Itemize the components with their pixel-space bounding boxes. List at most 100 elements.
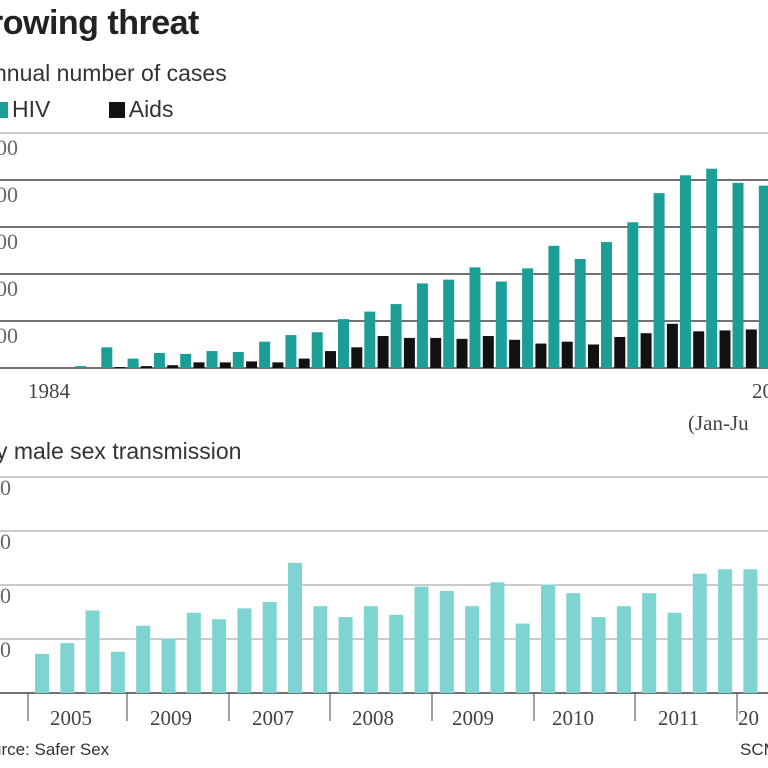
msm-bar bbox=[110, 651, 125, 693]
msm-bar bbox=[414, 586, 429, 693]
aids-bar bbox=[325, 351, 336, 368]
source-note: urce: Safer Sex bbox=[0, 740, 110, 759]
panel1-subtitle: nnual number of cases bbox=[0, 60, 227, 86]
msm-bar bbox=[616, 606, 631, 693]
hiv-bar bbox=[338, 319, 349, 368]
hiv-bar bbox=[443, 279, 455, 368]
y-tick-label: 0 bbox=[0, 637, 11, 662]
x-tick-label: 2008 bbox=[352, 706, 394, 730]
msm-bar bbox=[743, 569, 758, 693]
hiv-bar bbox=[522, 268, 534, 368]
aids-bar bbox=[588, 344, 599, 368]
y-tick-label: 00 bbox=[0, 182, 18, 207]
hiv-bar bbox=[101, 347, 113, 368]
hiv-bar bbox=[206, 351, 218, 368]
aids-bar bbox=[561, 341, 573, 368]
hiv-bar bbox=[679, 175, 691, 368]
aids-bar bbox=[298, 358, 310, 368]
legend-label-hiv: HIV bbox=[12, 96, 51, 122]
hiv-bar bbox=[75, 366, 86, 368]
msm-bar bbox=[692, 573, 707, 693]
hiv-bar bbox=[259, 341, 271, 368]
hiv-bar bbox=[706, 168, 718, 368]
aids-bar bbox=[535, 343, 547, 368]
msm-bar bbox=[515, 623, 530, 693]
aids-bar bbox=[509, 339, 521, 368]
legend-swatch-hiv bbox=[0, 102, 8, 118]
msm-bar bbox=[465, 606, 480, 693]
x-tick-label: 1984 bbox=[28, 379, 71, 403]
panel2-subtitle: y male sex transmission bbox=[0, 438, 242, 464]
y-tick-label: 0 bbox=[0, 583, 11, 608]
legend-label-aids: Aids bbox=[128, 96, 174, 122]
x-tick-label: 2009 bbox=[150, 706, 192, 730]
msm-bar bbox=[288, 562, 302, 693]
x-tick-label: (Jan-Ju bbox=[688, 411, 749, 435]
msm-bar bbox=[186, 612, 201, 693]
hiv-bar bbox=[416, 283, 428, 368]
y-tick-label: 00 bbox=[0, 323, 18, 348]
aids-bar bbox=[482, 336, 494, 368]
msm-bar bbox=[490, 582, 505, 693]
aids-bar bbox=[114, 367, 126, 368]
msm-bar bbox=[566, 593, 581, 693]
msm-bar bbox=[338, 617, 353, 693]
x-tick-label: 2011 bbox=[658, 706, 699, 730]
legend-swatch-aids bbox=[108, 102, 125, 118]
aids-bar bbox=[456, 338, 468, 368]
msm-bar bbox=[591, 617, 606, 693]
hiv-bar bbox=[364, 311, 376, 368]
aids-bar bbox=[246, 361, 258, 368]
y-tick-label: 00 bbox=[0, 135, 18, 160]
panel2-plot: 0 0 0 0 2005 2009 2007 2008 2009 2010 2011 20 bbox=[0, 475, 768, 730]
msm-bar bbox=[262, 601, 277, 693]
hiv-bar bbox=[732, 182, 744, 368]
y-tick-label: 0 bbox=[0, 529, 11, 554]
hiv-bar bbox=[548, 245, 560, 368]
hiv-bar bbox=[153, 352, 165, 368]
aids-bar bbox=[272, 362, 284, 368]
aids-bar bbox=[745, 329, 757, 368]
msm-bar bbox=[439, 591, 454, 693]
msm-bar bbox=[718, 569, 733, 693]
hiv-bar bbox=[758, 185, 768, 368]
msm-bar bbox=[642, 593, 657, 693]
aids-bar bbox=[219, 362, 231, 368]
aids-bar bbox=[430, 337, 442, 368]
x-tick-label: 2010 bbox=[552, 706, 594, 730]
hiv-bar bbox=[311, 332, 323, 368]
hiv-bar bbox=[601, 242, 612, 368]
msm-bar bbox=[389, 614, 404, 693]
hiv-bar bbox=[390, 304, 402, 368]
msm-bar bbox=[313, 606, 328, 693]
hiv-bar bbox=[495, 281, 507, 368]
msm-bar bbox=[667, 612, 682, 693]
aids-bar bbox=[193, 362, 205, 368]
hiv-bar bbox=[127, 358, 139, 368]
msm-bar bbox=[35, 653, 49, 693]
hiv-bar bbox=[232, 352, 244, 368]
y-tick-label: 0 bbox=[0, 475, 11, 500]
aids-bar bbox=[351, 347, 363, 368]
x-tick-label: 20 bbox=[738, 706, 759, 730]
aids-bar bbox=[377, 336, 389, 368]
aids-bar bbox=[167, 365, 179, 368]
hiv-bar bbox=[653, 193, 665, 368]
x-tick-label: 20 bbox=[752, 379, 768, 403]
hiv-bar bbox=[627, 222, 639, 368]
msm-bar bbox=[212, 619, 227, 693]
msm-bar bbox=[60, 643, 75, 693]
y-tick-label: 00 bbox=[0, 276, 18, 301]
aids-bar bbox=[614, 336, 626, 368]
hiv-bar bbox=[285, 335, 297, 368]
hiv-bar bbox=[574, 258, 586, 368]
msm-bar bbox=[85, 610, 100, 693]
msm-bar bbox=[136, 625, 151, 693]
aids-bar bbox=[640, 333, 652, 368]
msm-bar bbox=[363, 606, 378, 693]
chart-title: rowing threat bbox=[0, 4, 199, 42]
msm-bar bbox=[541, 584, 555, 693]
legend: HIV Aids bbox=[0, 96, 225, 123]
x-tick-label: 2005 bbox=[50, 706, 92, 730]
